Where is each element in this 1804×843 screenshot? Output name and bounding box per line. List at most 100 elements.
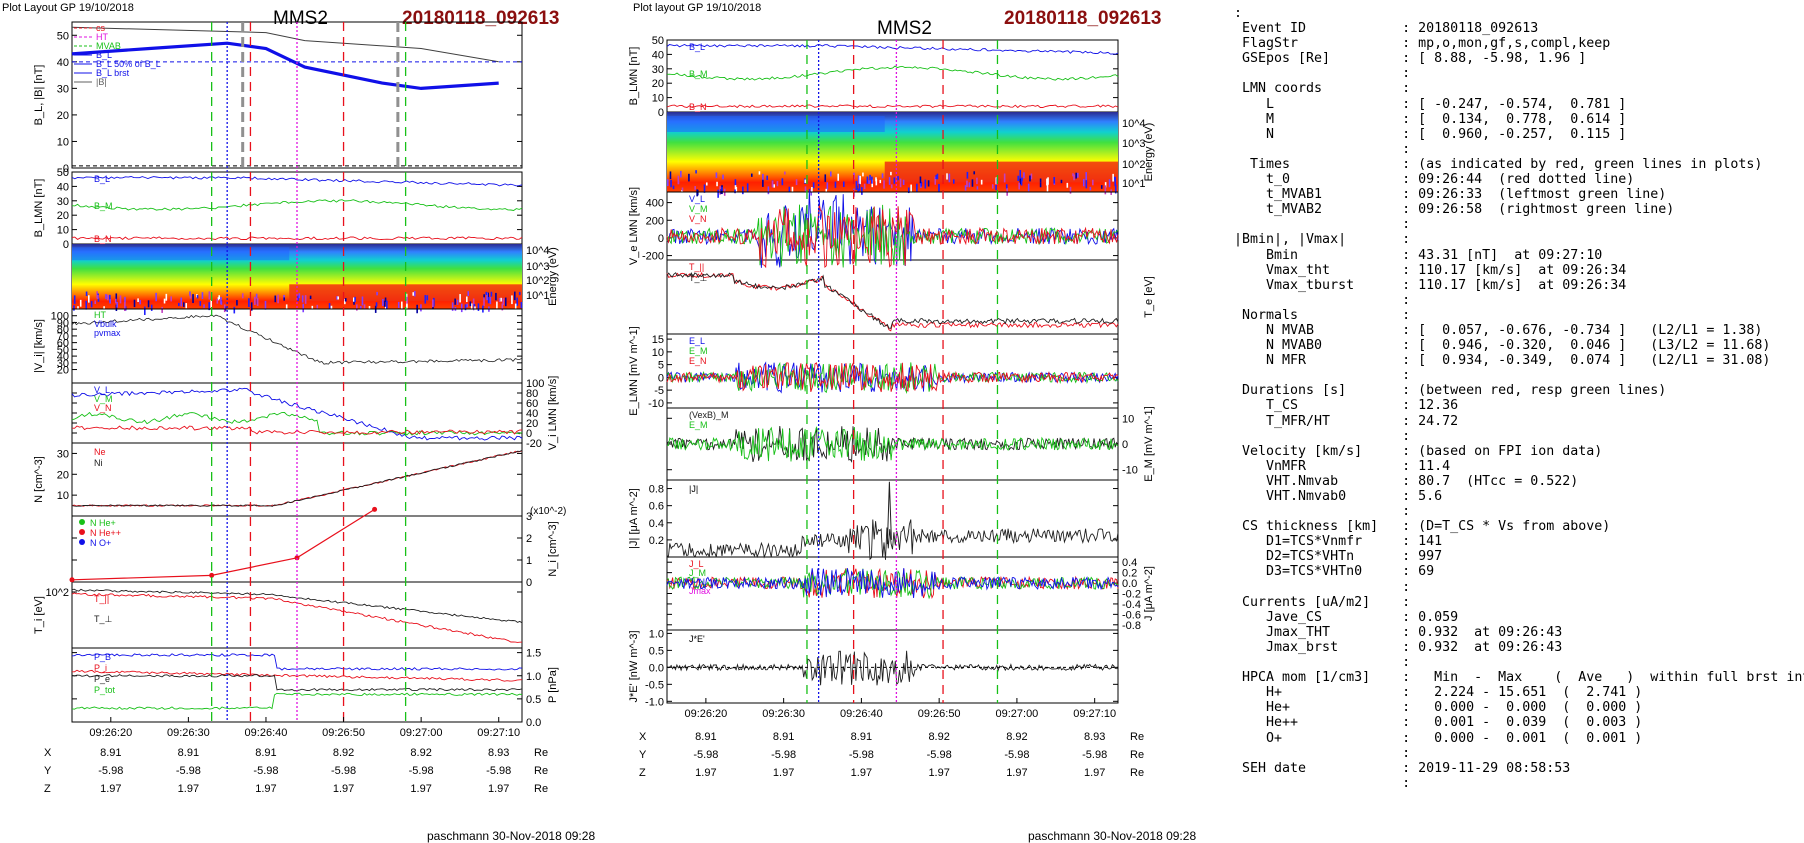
left-3-heatmap-speck bbox=[401, 301, 403, 309]
left-1-legend-label: HT bbox=[96, 32, 108, 42]
mid-2-heatmap-speck bbox=[694, 186, 696, 190]
left-3-heatmap-speck bbox=[301, 295, 304, 303]
left-4-ytick-label: 20 bbox=[57, 365, 69, 377]
left-3-heatmap-speck bbox=[356, 304, 358, 311]
mid-2-heatmap-speck bbox=[750, 173, 753, 177]
left-3-heatmap-speck bbox=[466, 296, 468, 303]
mid-5-ytick-label: 0 bbox=[658, 372, 664, 384]
mid-2-heatmap-speck bbox=[1017, 175, 1019, 181]
mid-2-heatmap-speck bbox=[1072, 173, 1074, 177]
left-3-heatmap-speck bbox=[498, 297, 501, 302]
left-3-heatmap-speck bbox=[185, 303, 188, 309]
mid-2-heatmap-speck bbox=[1020, 178, 1023, 186]
left-3-heatmap-speck bbox=[256, 298, 259, 306]
left-1-ytick-label: 30 bbox=[57, 83, 69, 95]
mid-7-ytick-label: 0.8 bbox=[649, 484, 664, 496]
left-9-legend-label: P_tot bbox=[94, 685, 116, 695]
left-3-heatmap-speck bbox=[495, 292, 497, 301]
mid-2-heatmap-speck bbox=[824, 174, 827, 182]
mid-7-peak bbox=[886, 481, 892, 545]
left-3-heatmap-speck bbox=[208, 291, 211, 300]
left-9-ylabel: P [nPa] bbox=[547, 667, 559, 703]
left-3-heatmap-speck bbox=[88, 295, 90, 303]
mid-2-heatmap-speck bbox=[1073, 174, 1075, 181]
left-7-ytick-label: 2 bbox=[526, 533, 532, 545]
left-2-ylabel: B_LMN [nT] bbox=[33, 179, 45, 238]
mid-2-heatmap-speck bbox=[855, 181, 858, 190]
mid-2-heatmap-speck bbox=[1114, 177, 1116, 187]
left-1-legend-label: B_L 50% of B_L bbox=[96, 59, 161, 69]
mid-8-ytick-label: -0.2 bbox=[1122, 589, 1141, 601]
left-pos-value: 1.97 bbox=[410, 783, 431, 795]
mid-8-ytick-label: 0.4 bbox=[1122, 557, 1137, 569]
left-2-legend-label: B_L bbox=[94, 174, 110, 184]
mid-2-heatmap-speck bbox=[1046, 183, 1049, 192]
mid-pos-unit: Re bbox=[1130, 767, 1144, 779]
left-3-heatmap-speck bbox=[97, 297, 100, 302]
mid-8-ytick-label: 0.2 bbox=[1122, 568, 1137, 580]
mid-2-heatmap-speck bbox=[862, 172, 864, 177]
left-3-heatmap-speck bbox=[73, 295, 76, 304]
mid-2-heatmap-speck bbox=[703, 184, 706, 193]
mid-7-ytick-label: 0.6 bbox=[649, 501, 664, 513]
mid-2-heatmap-speck bbox=[1114, 184, 1117, 194]
mid-6-ylabel: E_M [mV m^-1] bbox=[1143, 406, 1155, 481]
mid-2-heatmap-speck bbox=[1019, 170, 1022, 179]
left-3-heatmap-speck bbox=[354, 296, 356, 303]
left-3-heatmap-speck bbox=[109, 299, 112, 304]
mid-1-series-B_L bbox=[666, 44, 1119, 55]
mid-4-legend-label: T_⊥ bbox=[689, 273, 708, 283]
mid-2-heatmap-speck bbox=[863, 183, 866, 190]
left-3-heatmap-speck bbox=[180, 297, 183, 307]
spacecraft-label-mid: MMS2 bbox=[877, 18, 932, 39]
mid-pos-value: -5.98 bbox=[849, 749, 874, 761]
left-3-heatmap-speck bbox=[163, 298, 166, 304]
left-xtick-label: 09:26:50 bbox=[322, 727, 365, 739]
mid-2-heatmap-speck bbox=[719, 186, 721, 195]
mid-pos-value: -5.98 bbox=[1004, 749, 1029, 761]
left-3-heatmap-speck bbox=[161, 306, 163, 313]
left-5-series-V_L bbox=[71, 387, 523, 441]
left-3-heatmap-speck bbox=[514, 303, 517, 310]
mid-7-series-J bbox=[666, 519, 1119, 561]
left-pos-value: 1.97 bbox=[100, 783, 121, 795]
mid-1-ytick-label: 0 bbox=[658, 107, 664, 119]
left-3-heatmap-speck bbox=[139, 299, 141, 305]
mid-5 bbox=[666, 333, 1119, 409]
left-7-ylabel: N_i [cm^-3] bbox=[547, 521, 559, 576]
mid-8-frame bbox=[666, 556, 1119, 631]
mid-2-heatmap-speck bbox=[672, 185, 675, 190]
mid-2-heatmap-speck bbox=[881, 173, 884, 179]
mid-2-heatmap-speck bbox=[766, 175, 769, 181]
left-7-ytick-label: 0 bbox=[526, 577, 532, 589]
spacecraft-label-left: MMS2 bbox=[273, 8, 328, 29]
mid-2-heatmap-speck bbox=[705, 182, 708, 186]
mid-6-legend-label: (VexB)_M bbox=[689, 410, 729, 420]
mid-5-series-E_N bbox=[666, 361, 1119, 393]
left-5-ytick-label: 100 bbox=[526, 378, 544, 390]
left-4-legend-label: HT bbox=[94, 310, 106, 320]
mid-2-heatmap-speck bbox=[976, 186, 979, 190]
mid-2-heatmap-speck bbox=[858, 183, 861, 191]
mid-pos-value: -5.98 bbox=[927, 749, 952, 761]
mid-2-heatmap-speck bbox=[857, 188, 859, 193]
mid-9-series-JE bbox=[666, 650, 1119, 686]
mid-9-frame bbox=[666, 629, 1119, 704]
left-8-ytick-label: 10^2 bbox=[45, 587, 69, 599]
left-7-ytick-label: 1 bbox=[526, 555, 532, 567]
mid-2-heatmap-speck bbox=[688, 173, 690, 182]
mid-7-legend-label: |J| bbox=[689, 484, 698, 494]
left-3-heatmap-speck bbox=[469, 301, 472, 307]
mid-1-ylabel: B_LMN [nT] bbox=[628, 47, 640, 106]
mid-2-heatmap-speck bbox=[919, 176, 922, 184]
mid-2-heatmap-speck bbox=[1046, 178, 1048, 186]
left-pos-label-X: X bbox=[44, 747, 52, 759]
left-pos-value: -5.98 bbox=[253, 765, 278, 777]
left-9-series-P_B bbox=[71, 653, 523, 671]
mid-2-heatmap-speck bbox=[1085, 172, 1087, 181]
mid-pos-value: 1.97 bbox=[928, 767, 949, 779]
footer-left: paschmann 30-Nov-2018 09:28 bbox=[427, 829, 596, 843]
left-7-point bbox=[209, 572, 215, 578]
left-pos-value: 8.92 bbox=[410, 747, 431, 759]
mid-2-heatmap-speck bbox=[734, 179, 737, 186]
